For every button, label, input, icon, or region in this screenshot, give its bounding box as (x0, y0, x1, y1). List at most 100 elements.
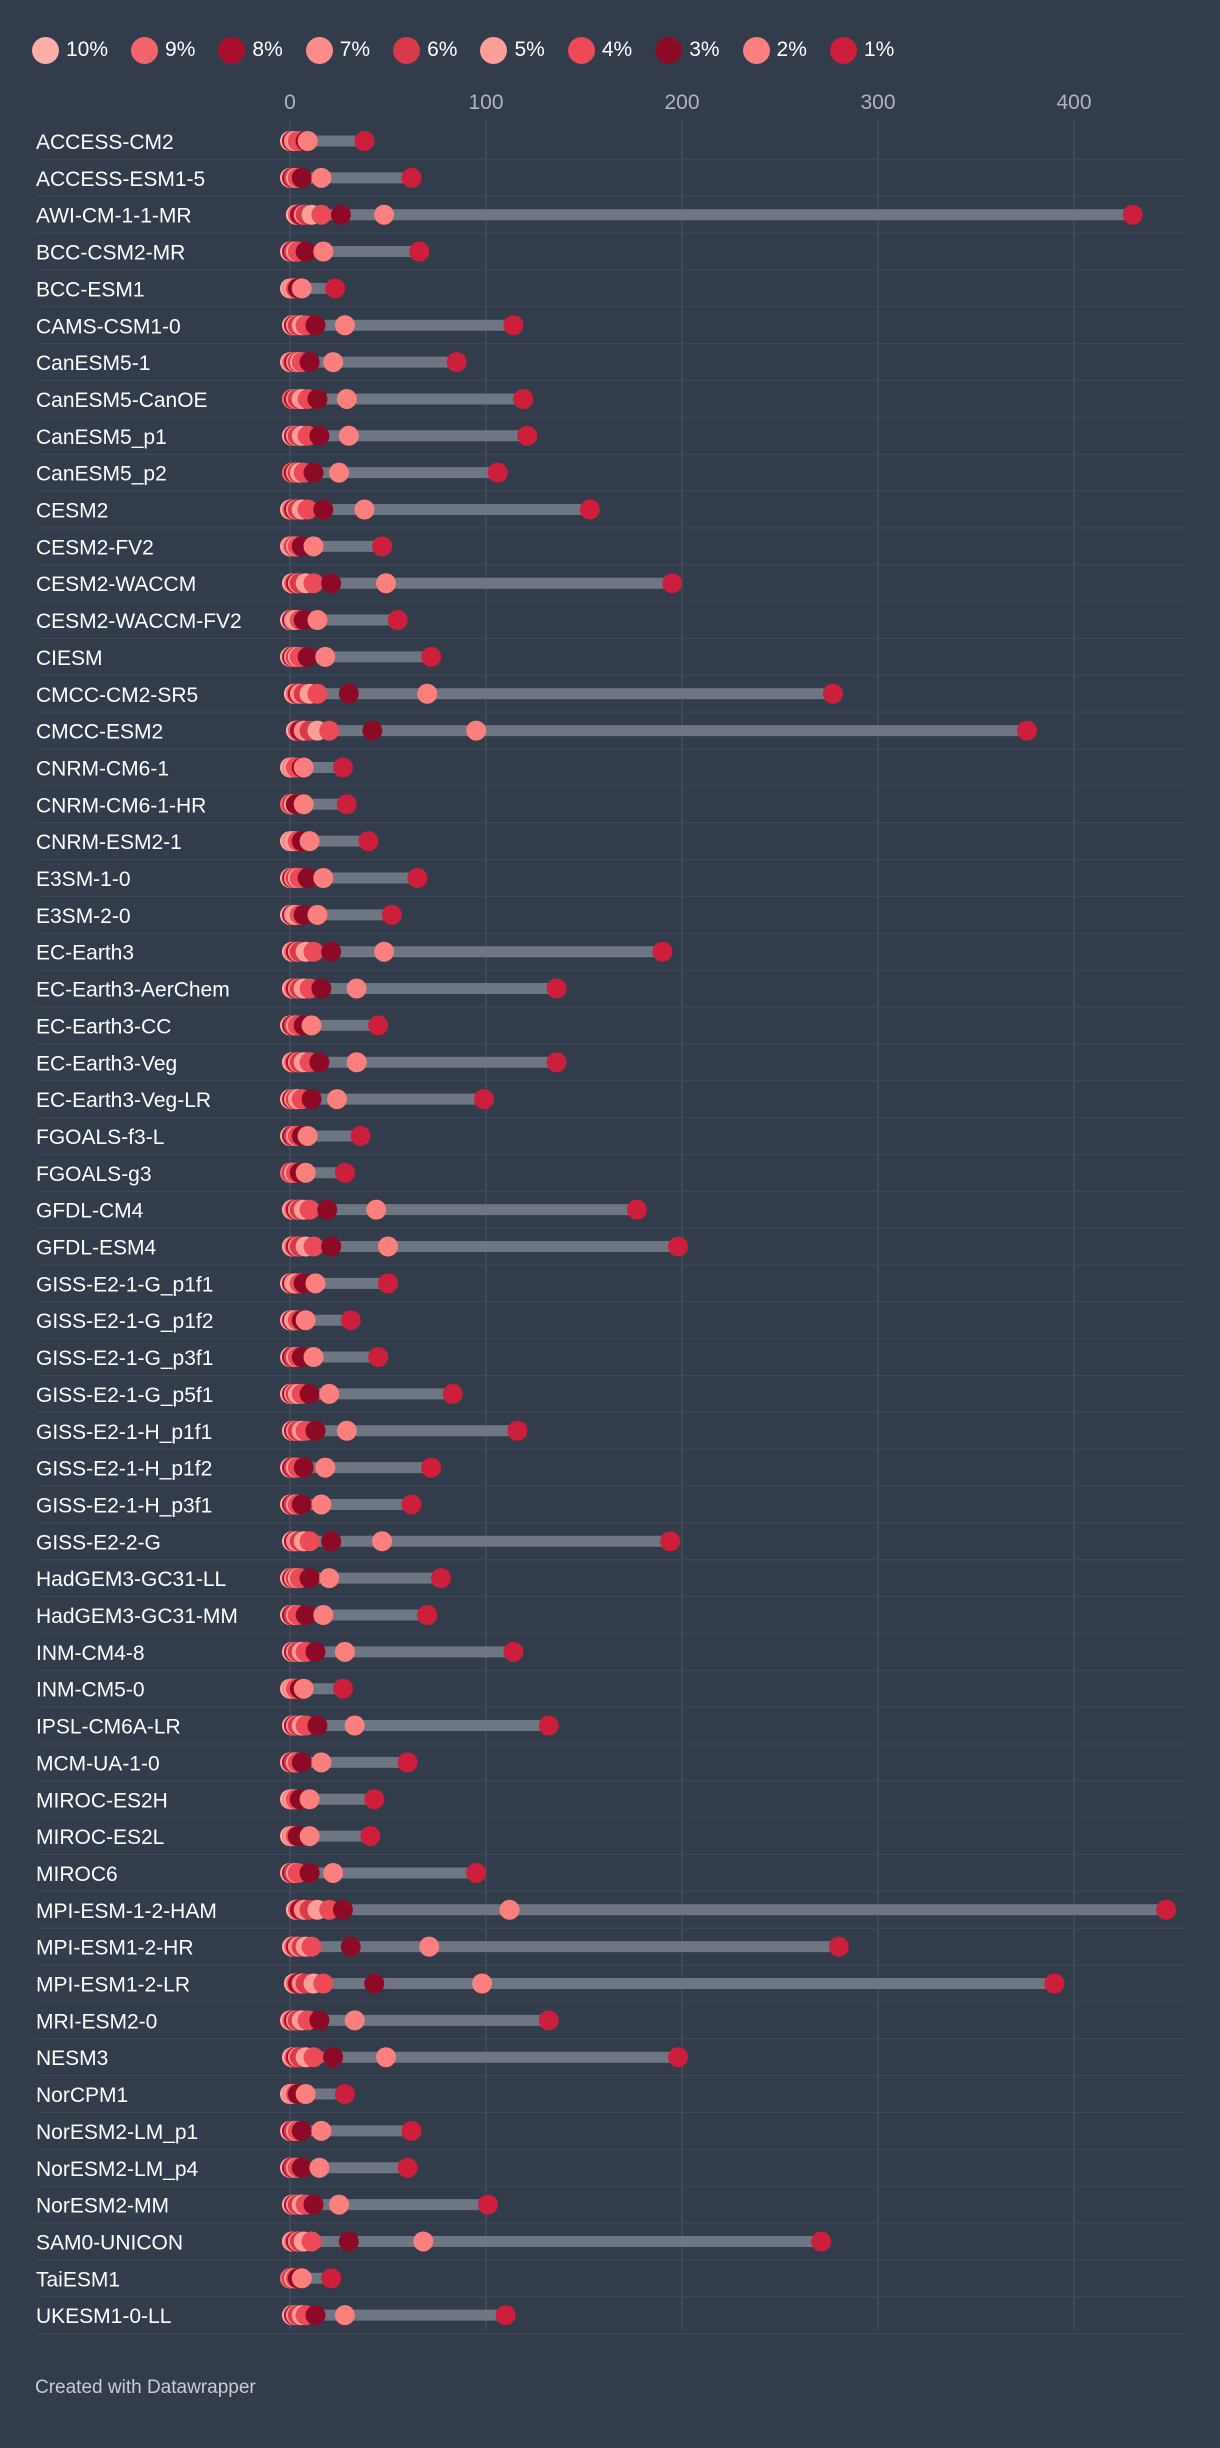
x-tick-label: 100 (468, 91, 503, 114)
data-point (323, 1862, 344, 1883)
data-point (295, 1605, 316, 1625)
category-label: NorCPM1 (36, 2084, 128, 2107)
category-label: GISS-E2-1-H_p1f1 (36, 1421, 212, 1444)
data-point (305, 1420, 326, 1441)
category-label: GISS-E2-1-H_p3f1 (36, 1494, 212, 1517)
x-tick-label: 0 (284, 91, 296, 114)
category-label: ACCESS-CM2 (36, 131, 174, 154)
data-point (334, 1641, 355, 1662)
data-point (307, 1715, 328, 1736)
data-point (323, 352, 344, 373)
data-point (354, 131, 375, 151)
data-point (291, 2268, 312, 2289)
legend-label: 3% (689, 38, 720, 61)
data-point (503, 1641, 524, 1662)
category-label: BCC-ESM1 (36, 278, 145, 301)
data-point (311, 978, 332, 999)
data-point (309, 2157, 330, 2178)
category-label: CESM2-FV2 (36, 536, 154, 559)
data-point (332, 1899, 353, 1920)
data-point (811, 2231, 832, 2252)
data-point (293, 1678, 314, 1699)
data-point (291, 1494, 312, 1515)
data-point (301, 1089, 322, 1110)
data-point (368, 1015, 389, 1036)
data-point (354, 499, 375, 520)
data-point (305, 315, 326, 336)
data-point (338, 683, 359, 704)
data-point (309, 1052, 330, 1073)
data-point (372, 536, 393, 557)
data-point (332, 757, 353, 778)
data-point (344, 2010, 365, 2031)
category-label: CanESM5-1 (36, 352, 150, 375)
data-point (668, 1236, 689, 1257)
legend-item: 2% (742, 36, 807, 64)
category-label: CNRM-ESM2-1 (36, 831, 182, 854)
data-point (338, 2231, 359, 2252)
category-label: SAM0-UNICON (36, 2231, 183, 2254)
legend-label: 2% (776, 38, 807, 61)
data-point (374, 204, 395, 225)
category-label: MIROC-ES2H (36, 1789, 168, 1812)
category-label: EC-Earth3 (36, 942, 134, 965)
data-point (299, 1568, 320, 1589)
data-point (334, 315, 355, 336)
data-point (417, 1605, 438, 1625)
data-point (291, 278, 312, 299)
data-point (293, 757, 314, 778)
data-point (297, 868, 318, 888)
data-point (662, 573, 683, 594)
data-point (334, 1162, 355, 1183)
data-point (340, 1936, 361, 1957)
data-point (305, 2305, 326, 2326)
category-label: CAMS-CSM1-0 (36, 315, 181, 338)
legend-label: 6% (427, 38, 458, 61)
data-point (409, 241, 430, 262)
credit-line: Created with Datawrapper (35, 2377, 256, 2398)
category-label: INM-CM4-8 (36, 1642, 145, 1665)
data-point (297, 1125, 318, 1146)
data-point (295, 1162, 316, 1183)
data-point (358, 831, 379, 852)
legend-item: 9% (131, 36, 195, 64)
data-point (309, 425, 330, 446)
legend-label: 7% (339, 38, 371, 61)
data-point (407, 868, 428, 888)
data-point (401, 1494, 422, 1515)
category-label: GFDL-ESM4 (36, 1237, 157, 1260)
category-label: IPSL-CM6A-LR (36, 1716, 181, 1739)
data-point (295, 1310, 316, 1331)
data-point (368, 1347, 389, 1368)
legend-swatch (742, 36, 770, 64)
data-point (472, 1973, 493, 1994)
data-point (291, 167, 312, 188)
legend-swatch (218, 36, 246, 64)
data-point (321, 2268, 342, 2289)
legend-label: 10% (66, 38, 109, 61)
data-point (421, 646, 442, 667)
data-point (303, 573, 324, 594)
legend-label: 4% (601, 38, 633, 61)
data-point (301, 1015, 322, 1036)
data-point (309, 2010, 330, 2031)
category-label: UKESM1-0-LL (36, 2305, 171, 2328)
data-point (319, 1899, 340, 1920)
data-point (376, 2047, 397, 2068)
data-point (325, 278, 346, 299)
data-point (503, 315, 524, 336)
legend-item: 3% (655, 36, 720, 64)
data-point (315, 646, 336, 667)
category-label: EC-Earth3-Veg (36, 1052, 177, 1075)
legend-swatch (655, 36, 683, 64)
category-label: CNRM-CM6-1-HR (36, 794, 206, 817)
category-label: EC-Earth3-AerChem (36, 979, 230, 1002)
data-point (336, 1420, 357, 1441)
data-point (313, 1973, 334, 1994)
data-point (319, 1568, 340, 1589)
data-point (374, 941, 395, 962)
category-label: NorESM2-LM_p1 (36, 2121, 198, 2144)
data-point (311, 167, 332, 188)
data-point (303, 2047, 324, 2068)
data-point (295, 2084, 316, 2105)
